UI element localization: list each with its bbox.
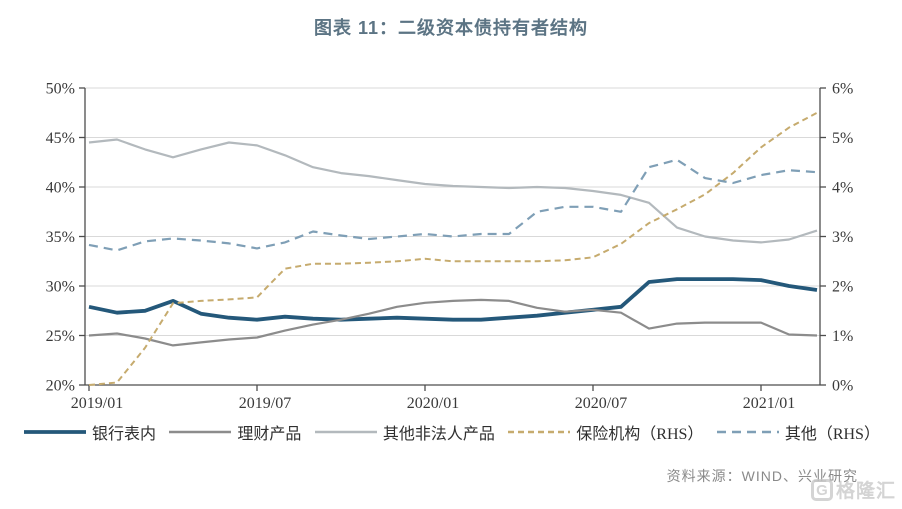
x-axis-label: 2019/07 bbox=[239, 395, 291, 412]
chart-title: 图表 11：二级资本债持有者结构 bbox=[313, 18, 589, 38]
left-axis-label: 20% bbox=[46, 378, 75, 395]
legend-item: 银行表内 bbox=[22, 420, 156, 444]
right-axis-label: 1% bbox=[832, 328, 853, 345]
x-axis-label: 2020/07 bbox=[575, 395, 627, 412]
series-left-line bbox=[88, 277, 818, 322]
left-axis-label: 25% bbox=[46, 328, 75, 345]
legend-label: 保险机构（RHS） bbox=[576, 426, 704, 443]
legend-line-sample bbox=[716, 430, 779, 434]
source-note: 资料来源：WIND、兴业研究 bbox=[666, 468, 858, 484]
legend-label: 其他（RHS） bbox=[784, 426, 880, 443]
legend-item: 其他非法人产品 bbox=[313, 420, 495, 444]
legend-item: 其他（RHS） bbox=[715, 420, 880, 444]
left-axis-label: 45% bbox=[46, 130, 75, 147]
x-axis-label: 2021/01 bbox=[743, 395, 795, 412]
gelonghui-logo-text: 格隆汇 bbox=[835, 481, 896, 502]
legend-label: 银行表内 bbox=[92, 426, 157, 443]
gelonghui-logo-icon: G bbox=[810, 478, 833, 501]
right-axis-label: 2% bbox=[832, 279, 853, 296]
series-right-line bbox=[88, 158, 818, 252]
left-axis-label: 30% bbox=[46, 279, 75, 296]
right-axis-label: 4% bbox=[832, 180, 853, 197]
x-axis-label: 2020/01 bbox=[407, 395, 459, 412]
left-axis-label: 40% bbox=[46, 180, 75, 197]
holder-structure-line-chart: 20% 25% 30% 35% 40% 45% 50% 0% 1% 2% 3% 4% 5% 6% 2019/… bbox=[46, 81, 854, 413]
right-axis-label: 3% bbox=[832, 229, 853, 246]
right-axis-label: 0% bbox=[832, 378, 853, 395]
left-axis-label: 35% bbox=[46, 229, 75, 246]
legend-line-sample bbox=[169, 430, 232, 434]
legend-line-sample bbox=[314, 430, 377, 434]
legend-label: 理财产品 bbox=[237, 426, 302, 443]
series-left-line bbox=[88, 138, 818, 244]
x-axis-label: 2019/01 bbox=[71, 395, 123, 412]
series-left-line bbox=[88, 298, 818, 347]
legend-item: 理财产品 bbox=[167, 420, 301, 444]
legend-item: 保险机构（RHS） bbox=[506, 420, 703, 444]
chart-legend: 银行表内 理财产品 其他非法人产品 保险机构（RHS） 其他（RHS） bbox=[0, 420, 902, 444]
legend-line-sample bbox=[508, 430, 571, 434]
legend-line-sample bbox=[24, 430, 86, 434]
legend-label: 其他非法人产品 bbox=[382, 426, 495, 443]
right-axis-label: 6% bbox=[832, 81, 853, 98]
gelonghui-watermark: G 格隆汇 bbox=[810, 476, 896, 503]
series-right-line bbox=[88, 111, 818, 386]
left-axis-label: 50% bbox=[46, 81, 75, 98]
right-axis-label: 5% bbox=[832, 130, 853, 147]
